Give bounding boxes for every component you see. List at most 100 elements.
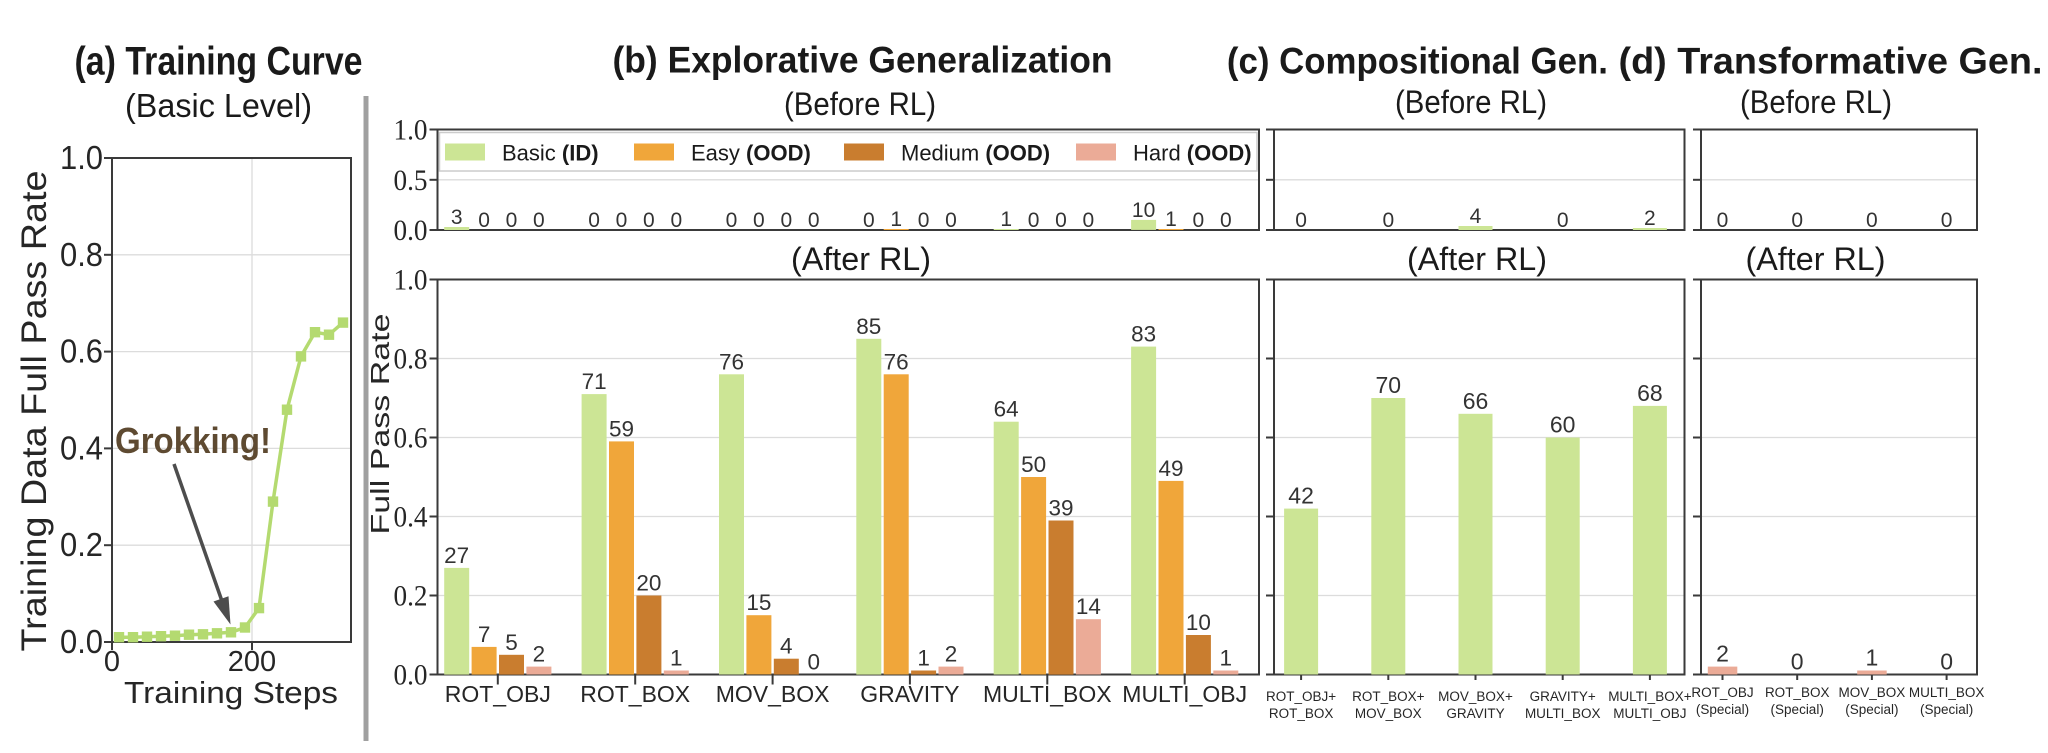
svg-text:0: 0	[1083, 209, 1095, 232]
svg-text:2: 2	[1644, 207, 1656, 230]
svg-text:2: 2	[1716, 641, 1729, 667]
svg-text:MOV_BOX: MOV_BOX	[1355, 706, 1422, 721]
svg-text:4: 4	[780, 634, 793, 659]
svg-text:76: 76	[884, 349, 909, 374]
svg-text:0: 0	[670, 209, 682, 232]
svg-text:(a) Training Curve: (a) Training Curve	[75, 40, 363, 84]
svg-text:1: 1	[1866, 645, 1879, 671]
svg-text:MOV_BOX+: MOV_BOX+	[1438, 689, 1513, 704]
svg-text:15: 15	[746, 590, 771, 615]
svg-text:0: 0	[643, 209, 655, 232]
svg-text:0: 0	[1028, 209, 1040, 232]
svg-text:7: 7	[478, 622, 491, 647]
svg-text:0: 0	[1791, 649, 1804, 675]
svg-text:MULTI_BOX: MULTI_BOX	[1525, 706, 1601, 721]
svg-text:10: 10	[1186, 610, 1211, 635]
svg-text:0.6: 0.6	[60, 333, 103, 370]
svg-text:(After RL): (After RL)	[1746, 241, 1886, 277]
svg-text:GRAVITY: GRAVITY	[1446, 706, 1504, 721]
svg-text:39: 39	[1048, 496, 1073, 521]
svg-text:MOV_BOX: MOV_BOX	[716, 681, 830, 707]
svg-text:GRAVITY: GRAVITY	[860, 681, 959, 707]
svg-text:14: 14	[1076, 594, 1101, 619]
svg-text:ROT_OBJ+: ROT_OBJ+	[1266, 689, 1336, 704]
svg-text:2: 2	[945, 642, 958, 667]
svg-text:60: 60	[1550, 412, 1576, 438]
svg-text:3: 3	[451, 206, 463, 229]
svg-text:1: 1	[890, 208, 902, 231]
svg-text:0.8: 0.8	[60, 236, 103, 273]
svg-text:MOV_BOX: MOV_BOX	[1839, 685, 1906, 700]
svg-text:(Basic Level): (Basic Level)	[125, 87, 312, 124]
svg-text:(Special): (Special)	[1771, 702, 1824, 717]
svg-text:0: 0	[807, 650, 820, 675]
svg-text:0: 0	[1055, 209, 1067, 232]
svg-text:0.0: 0.0	[394, 659, 428, 692]
svg-text:1.0: 1.0	[60, 139, 103, 176]
svg-text:0: 0	[1941, 209, 1953, 232]
svg-text:0: 0	[780, 209, 792, 232]
svg-text:0: 0	[104, 646, 120, 678]
svg-text:1: 1	[1220, 646, 1233, 671]
svg-text:MULTI_BOX: MULTI_BOX	[1909, 685, 1985, 700]
svg-text:200: 200	[228, 646, 276, 678]
svg-text:ROT_OBJ: ROT_OBJ	[445, 681, 551, 707]
svg-text:0: 0	[1193, 209, 1205, 232]
svg-text:0.5: 0.5	[394, 164, 428, 197]
svg-text:0: 0	[588, 209, 600, 232]
svg-text:ROT_BOX: ROT_BOX	[580, 681, 690, 707]
svg-text:27: 27	[444, 543, 469, 568]
svg-text:1: 1	[670, 646, 683, 671]
svg-text:ROT_BOX: ROT_BOX	[1269, 706, 1334, 721]
svg-text:0: 0	[1866, 209, 1878, 232]
svg-text:0: 0	[863, 209, 875, 232]
svg-text:1: 1	[1165, 208, 1177, 231]
svg-text:(Before RL): (Before RL)	[784, 86, 936, 122]
svg-text:0: 0	[533, 209, 545, 232]
svg-text:68: 68	[1637, 380, 1663, 406]
svg-text:0: 0	[506, 209, 518, 232]
svg-text:1.0: 1.0	[394, 114, 428, 147]
svg-text:MULTI_OBJ: MULTI_OBJ	[1613, 706, 1686, 721]
svg-text:10: 10	[1132, 199, 1155, 222]
svg-text:0: 0	[945, 209, 957, 232]
svg-text:0: 0	[918, 209, 930, 232]
svg-text:MULTI_OBJ: MULTI_OBJ	[1122, 681, 1247, 707]
svg-text:0: 0	[1717, 209, 1729, 232]
svg-text:(After RL): (After RL)	[1407, 241, 1547, 277]
svg-text:0: 0	[616, 209, 628, 232]
svg-text:(Before RL): (Before RL)	[1395, 84, 1547, 120]
svg-text:0: 0	[1557, 209, 1569, 232]
svg-text:71: 71	[582, 369, 607, 394]
svg-text:Full Pass Rate: Full Pass Rate	[365, 314, 395, 535]
svg-text:Basic (ID): Basic (ID)	[502, 141, 599, 166]
svg-text:(Before RL): (Before RL)	[1740, 84, 1892, 120]
svg-text:0: 0	[1791, 209, 1803, 232]
svg-text:5: 5	[505, 630, 518, 655]
svg-text:(d) Transformative Gen.: (d) Transformative Gen.	[1619, 41, 2043, 82]
svg-text:Grokking!: Grokking!	[115, 420, 271, 461]
svg-text:64: 64	[994, 397, 1019, 422]
svg-text:MULTI_BOX: MULTI_BOX	[983, 681, 1112, 707]
svg-text:0.0: 0.0	[60, 623, 103, 660]
svg-text:0.4: 0.4	[394, 501, 428, 534]
svg-text:ROT_BOX+: ROT_BOX+	[1352, 689, 1425, 704]
svg-text:0: 0	[478, 209, 490, 232]
svg-text:0.2: 0.2	[394, 580, 428, 613]
svg-text:0.6: 0.6	[394, 422, 428, 455]
svg-text:83: 83	[1131, 322, 1156, 347]
svg-text:Medium (OOD): Medium (OOD)	[901, 141, 1050, 166]
svg-text:(After RL): (After RL)	[791, 241, 931, 277]
svg-text:0: 0	[1295, 209, 1307, 232]
svg-text:Hard (OOD): Hard (OOD)	[1133, 141, 1252, 166]
svg-text:0.2: 0.2	[60, 526, 103, 563]
svg-text:76: 76	[719, 349, 744, 374]
svg-text:0.8: 0.8	[394, 343, 428, 376]
svg-text:(c) Compositional Gen.: (c) Compositional Gen.	[1227, 41, 1608, 82]
svg-text:1: 1	[1000, 208, 1012, 231]
svg-text:Training Steps: Training Steps	[124, 675, 338, 710]
svg-text:ROT_OBJ: ROT_OBJ	[1691, 685, 1753, 700]
svg-text:85: 85	[856, 314, 881, 339]
svg-text:ROT_BOX: ROT_BOX	[1765, 685, 1830, 700]
svg-text:59: 59	[609, 416, 634, 441]
